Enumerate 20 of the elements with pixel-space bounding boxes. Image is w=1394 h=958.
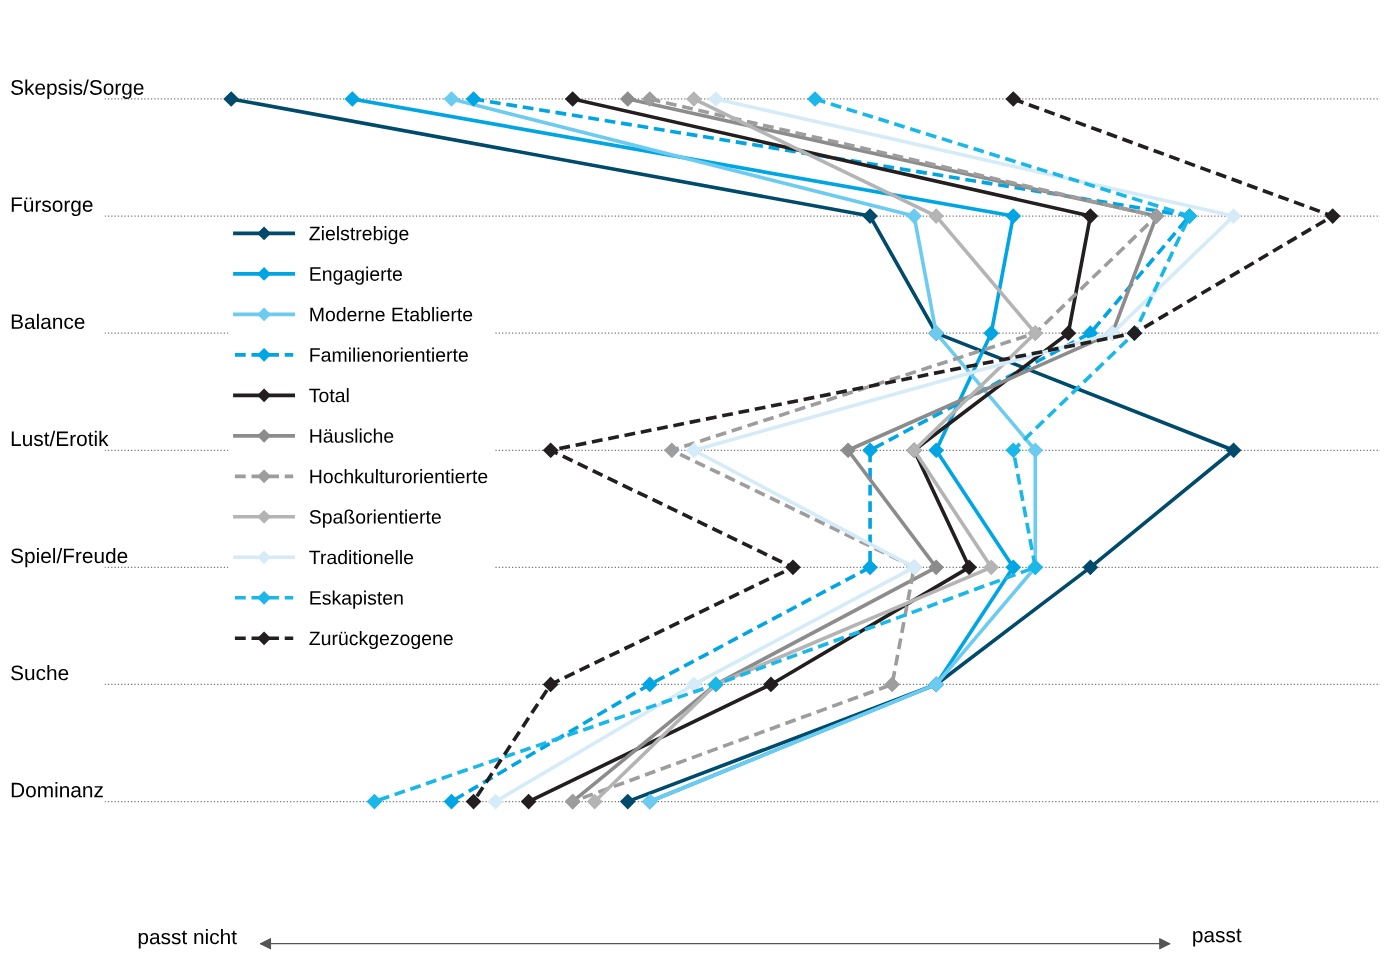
legend-label: Familienorientierte bbox=[310, 347, 468, 362]
legend-label: Engagierte bbox=[310, 266, 402, 285]
text: passt bbox=[1193, 928, 1242, 947]
legend-label: Traditionelle bbox=[309, 550, 414, 565]
y-tick-label: Lust/Erotik bbox=[11, 430, 109, 447]
y-tick-label: Suche bbox=[11, 665, 69, 681]
y-tick-label: Dominanz bbox=[11, 782, 103, 798]
y-tick-label: Spiel/Freude bbox=[11, 547, 128, 568]
y-tick-label: Skepsis/Sorge bbox=[11, 79, 144, 99]
legend-label: Zurückgezogene bbox=[309, 630, 453, 650]
legend-label: Zielstrebige bbox=[309, 226, 409, 245]
y-tick-label: Balance bbox=[11, 313, 85, 330]
legend-label: Total bbox=[309, 388, 349, 403]
y-tick-label: Fürsorge bbox=[11, 197, 93, 217]
legend-label: Moderne Etablierte bbox=[310, 307, 473, 322]
legend-label: Spaßorientierte bbox=[309, 509, 441, 528]
legend-label: Eskapisten bbox=[310, 590, 403, 609]
legend-label: Häusliche bbox=[310, 428, 394, 443]
legend-label: Hochkulturorientierte bbox=[310, 469, 488, 484]
text: passt nicht bbox=[138, 929, 237, 949]
